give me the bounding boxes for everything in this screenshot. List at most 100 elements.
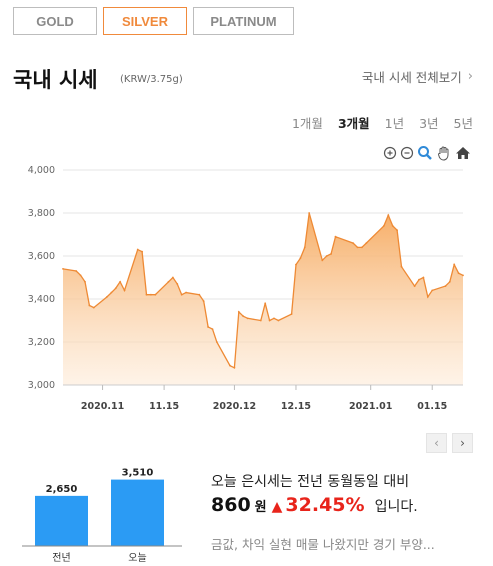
summary-text: 오늘 은시세는 전년 동월동일 대비 bbox=[211, 474, 410, 490]
data-point bbox=[110, 291, 113, 294]
data-point bbox=[229, 364, 231, 367]
chart-toolbar bbox=[383, 145, 471, 161]
data-point bbox=[185, 291, 187, 294]
data-point bbox=[246, 317, 249, 320]
data-point bbox=[303, 246, 306, 249]
data-point bbox=[356, 246, 359, 249]
summary-suffix: 입니다. bbox=[374, 499, 418, 515]
news-headline[interactable]: 금값, 차익 실현 매물 나왔지만 경기 부양... bbox=[211, 537, 435, 552]
data-point bbox=[431, 289, 434, 292]
period-3y[interactable]: 3년 bbox=[419, 116, 439, 131]
data-point bbox=[462, 274, 464, 277]
home-icon[interactable] bbox=[455, 145, 471, 161]
data-point bbox=[453, 263, 456, 266]
data-point bbox=[171, 276, 174, 279]
data-point bbox=[88, 304, 91, 307]
data-point bbox=[123, 289, 126, 292]
data-point bbox=[145, 293, 148, 296]
data-point bbox=[352, 242, 355, 244]
x-tick-label: 2020.12 bbox=[213, 401, 256, 412]
period-3m[interactable]: 3개월 bbox=[337, 116, 370, 131]
data-point bbox=[382, 225, 385, 227]
data-point bbox=[273, 317, 275, 320]
y-tick-label: 3,000 bbox=[28, 380, 55, 391]
comparison-bar bbox=[35, 495, 88, 546]
bar-value-label: 3,510 bbox=[122, 468, 154, 479]
data-point bbox=[106, 295, 108, 298]
data-point bbox=[391, 225, 394, 227]
data-point bbox=[176, 283, 179, 285]
tab-gold[interactable]: GOLD bbox=[13, 7, 97, 35]
view-all-link[interactable]: 국내 시세 전체보기 › bbox=[362, 67, 473, 86]
data-point bbox=[264, 302, 267, 305]
data-point bbox=[330, 252, 333, 255]
data-point bbox=[277, 319, 280, 322]
data-point bbox=[141, 250, 144, 253]
bar-category-label: 전년 bbox=[52, 552, 70, 564]
period-1y[interactable]: 1년 bbox=[384, 116, 405, 131]
price-line bbox=[62, 212, 464, 369]
data-point bbox=[387, 214, 390, 217]
data-point bbox=[207, 326, 209, 328]
data-point bbox=[150, 293, 152, 296]
price-chart: 3,000 3,200 3,400 3,600 3,800 4,000 2020.11 11.… bbox=[28, 165, 464, 412]
price-area bbox=[63, 213, 463, 385]
summary-change: 860 원 ▲ 32.45% 입니다. bbox=[211, 494, 418, 516]
data-point bbox=[233, 366, 236, 369]
comparison-bar bbox=[111, 479, 164, 546]
x-tick-label: 11.15 bbox=[149, 401, 179, 412]
data-point bbox=[167, 280, 170, 283]
magnifier-icon[interactable] bbox=[417, 145, 433, 161]
data-point bbox=[268, 319, 271, 322]
y-tick-label: 3,400 bbox=[28, 294, 55, 305]
zoom-in-icon[interactable] bbox=[383, 146, 397, 160]
data-point bbox=[202, 300, 205, 303]
data-point bbox=[79, 274, 82, 277]
up-arrow-icon: ▲ bbox=[271, 499, 283, 515]
bar-value-label: 2,650 bbox=[46, 484, 78, 495]
view-all-label: 국내 시세 전체보기 bbox=[361, 70, 462, 85]
chart-pager: ‹ › bbox=[426, 433, 473, 453]
data-point bbox=[396, 229, 398, 232]
zoom-out-icon[interactable] bbox=[400, 146, 414, 160]
data-point bbox=[180, 293, 183, 296]
data-point bbox=[92, 306, 95, 309]
period-5y[interactable]: 5년 bbox=[453, 116, 473, 131]
data-point bbox=[119, 280, 122, 283]
chevron-right-icon: › bbox=[467, 69, 473, 84]
tab-platinum[interactable]: PLATINUM bbox=[193, 7, 294, 35]
data-point bbox=[114, 287, 117, 290]
x-tick-label: 2021.01 bbox=[349, 401, 392, 412]
y-tick-label: 3,600 bbox=[28, 251, 55, 262]
data-point bbox=[334, 235, 337, 238]
data-point bbox=[295, 263, 297, 266]
data-point bbox=[75, 270, 78, 272]
data-point bbox=[62, 268, 64, 270]
page-title: 국내 시세 bbox=[13, 68, 98, 92]
period-selector: 1개월 3개월 1년 3년 5년 bbox=[277, 113, 473, 132]
next-button[interactable]: › bbox=[452, 433, 473, 453]
data-point bbox=[290, 313, 293, 315]
currency-label: 원 bbox=[254, 500, 267, 515]
data-point bbox=[215, 341, 218, 343]
data-point bbox=[365, 242, 368, 244]
prev-button[interactable]: ‹ bbox=[426, 433, 447, 453]
period-1m[interactable]: 1개월 bbox=[291, 116, 323, 131]
tab-silver[interactable]: SILVER bbox=[103, 7, 187, 35]
comparison-chart: 2,650 전년 3,510 오늘 bbox=[22, 468, 182, 564]
data-point bbox=[299, 257, 302, 260]
data-point bbox=[422, 276, 425, 279]
data-point bbox=[361, 246, 363, 249]
change-percent: 32.45% bbox=[285, 494, 365, 516]
data-point bbox=[211, 328, 214, 330]
y-tick-label: 4,000 bbox=[28, 165, 55, 176]
data-point bbox=[84, 280, 86, 283]
data-point bbox=[154, 293, 157, 296]
data-point bbox=[325, 255, 328, 257]
x-tick-label: 2020.11 bbox=[81, 401, 124, 412]
hand-icon[interactable] bbox=[436, 145, 452, 161]
data-point bbox=[457, 272, 460, 275]
x-tick-label: 12.15 bbox=[281, 401, 311, 412]
data-point bbox=[198, 293, 201, 296]
data-point bbox=[242, 315, 245, 318]
